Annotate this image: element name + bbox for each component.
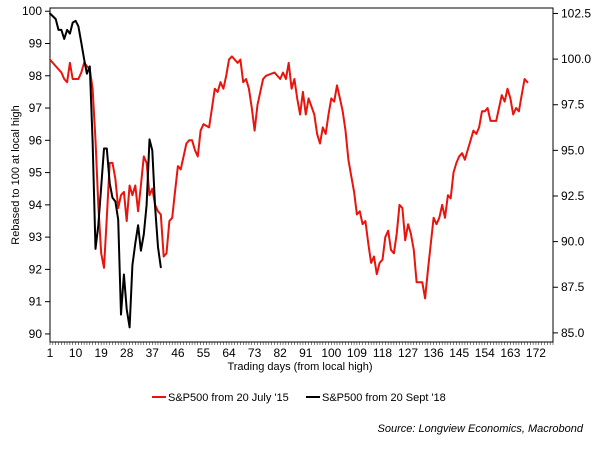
- right-tick-label: 90.0: [561, 235, 585, 249]
- x-axis-title: Trading days (from local high): [227, 361, 372, 373]
- x-tick-label: 118: [373, 346, 392, 360]
- x-tick-label: 46: [171, 346, 185, 360]
- right-tick-label: 87.5: [561, 280, 585, 294]
- x-tick-label: 1: [47, 346, 54, 360]
- x-tick-label: 91: [299, 346, 313, 360]
- series-lines: [49, 12, 529, 329]
- right-tick-label: 85.0: [561, 326, 585, 340]
- legend-label-2018: S&P500 from 20 Sept '18: [322, 392, 446, 404]
- series-line-2018: [49, 12, 162, 329]
- x-tick-label: 19: [94, 346, 108, 360]
- left-tick-label: 96: [29, 133, 43, 147]
- legend: S&P500 from 20 July '15 S&P500 from 20 S…: [152, 392, 446, 404]
- left-tick-label: 94: [29, 198, 43, 212]
- right-tick-label: 92.5: [561, 189, 585, 203]
- x-tick-label: 109: [347, 346, 367, 360]
- x-tick-label: 64: [222, 346, 236, 360]
- x-tick-label: 100: [321, 346, 341, 360]
- x-tick-label: 172: [526, 346, 546, 360]
- source-note: Source: Longview Economics, Macrobond: [378, 423, 584, 435]
- left-tick-label: 100: [22, 4, 42, 18]
- series-line-2015: [49, 55, 529, 300]
- left-tick-label: 98: [29, 69, 43, 83]
- left-tick-label: 92: [29, 262, 43, 276]
- left-tick-label: 99: [29, 36, 43, 50]
- right-tick-label: 95.0: [561, 143, 585, 157]
- x-axis-ticks: 1 10 19 28 37 46 55 64 73 82 91 100 109 118 127 136 145 1…: [47, 342, 554, 360]
- x-tick-label: 127: [398, 346, 418, 360]
- x-tick-label: 55: [197, 346, 211, 360]
- right-tick-label: 102.5: [561, 6, 591, 20]
- x-tick-label: 136: [424, 346, 444, 360]
- legend-label-2015: S&P500 from 20 July '15: [168, 392, 289, 404]
- left-axis-ticks: 90 91 92 93 94 95 96 97 98 99 100: [22, 4, 50, 341]
- y-axis-title: Rebased to 100 at local high: [10, 105, 22, 244]
- plot-area-frame: [49, 7, 554, 343]
- x-tick-label: 154: [475, 346, 495, 360]
- left-tick-label: 93: [29, 230, 43, 244]
- x-tick-label: 28: [120, 346, 134, 360]
- x-tick-label: 82: [274, 346, 288, 360]
- left-tick-label: 97: [29, 101, 43, 115]
- right-tick-label: 97.5: [561, 98, 585, 112]
- right-tick-label: 100.0: [561, 52, 591, 66]
- left-tick-label: 91: [29, 295, 43, 309]
- x-tick-label: 10: [69, 346, 83, 360]
- x-tick-label: 73: [248, 346, 262, 360]
- left-tick-label: 95: [29, 166, 43, 180]
- x-tick-label: 163: [500, 346, 520, 360]
- left-tick-label: 90: [29, 327, 43, 341]
- x-tick-label: 145: [449, 346, 469, 360]
- x-tick-label: 37: [146, 346, 160, 360]
- right-axis-ticks: 85.0 87.5 90.0 92.5 95.0 97.5 100.0 102.5: [553, 6, 591, 340]
